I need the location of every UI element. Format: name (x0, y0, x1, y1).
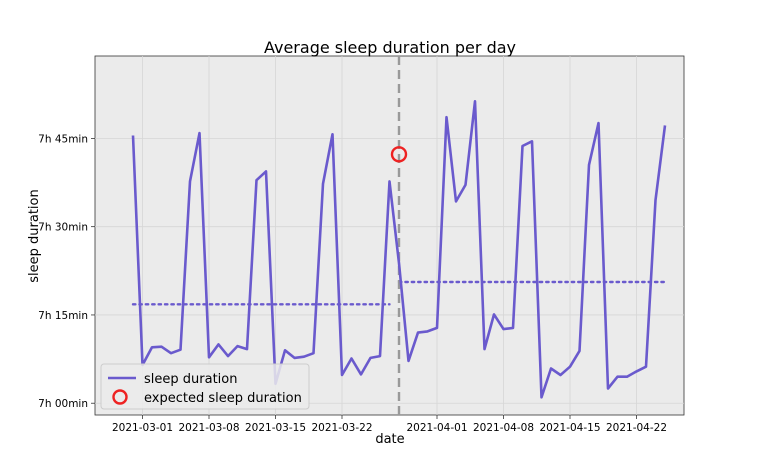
y-tick-label: 7h 15min (38, 310, 88, 322)
x-tick-label: 2021-04-22 (606, 422, 667, 434)
y-tick-label: 7h 00min (38, 398, 88, 410)
plot-area (95, 56, 684, 415)
x-tick-label: 2021-03-15 (245, 422, 306, 434)
x-axis-label: date (375, 432, 404, 447)
x-tick-label: 2021-03-01 (112, 422, 173, 434)
chart-title: Average sleep duration per day (264, 38, 516, 57)
legend-line-label: sleep duration (144, 372, 237, 387)
legend-marker-label: expected sleep duration (144, 391, 302, 406)
x-tick-label: 2021-04-15 (539, 422, 600, 434)
x-tick-label: 2021-03-08 (178, 422, 239, 434)
y-tick-label: 7h 45min (38, 133, 88, 145)
x-tick-label: 2021-04-01 (406, 422, 467, 434)
y-axis-ticks: 7h 00min 7h 15min 7h 30min 7h 45min (38, 133, 95, 410)
x-tick-label: 2021-03-22 (311, 422, 372, 434)
y-axis-label: sleep duration (27, 189, 42, 282)
legend: sleep duration expected sleep duration (101, 364, 309, 409)
x-tick-label: 2021-04-08 (473, 422, 534, 434)
y-tick-label: 7h 30min (38, 222, 88, 234)
